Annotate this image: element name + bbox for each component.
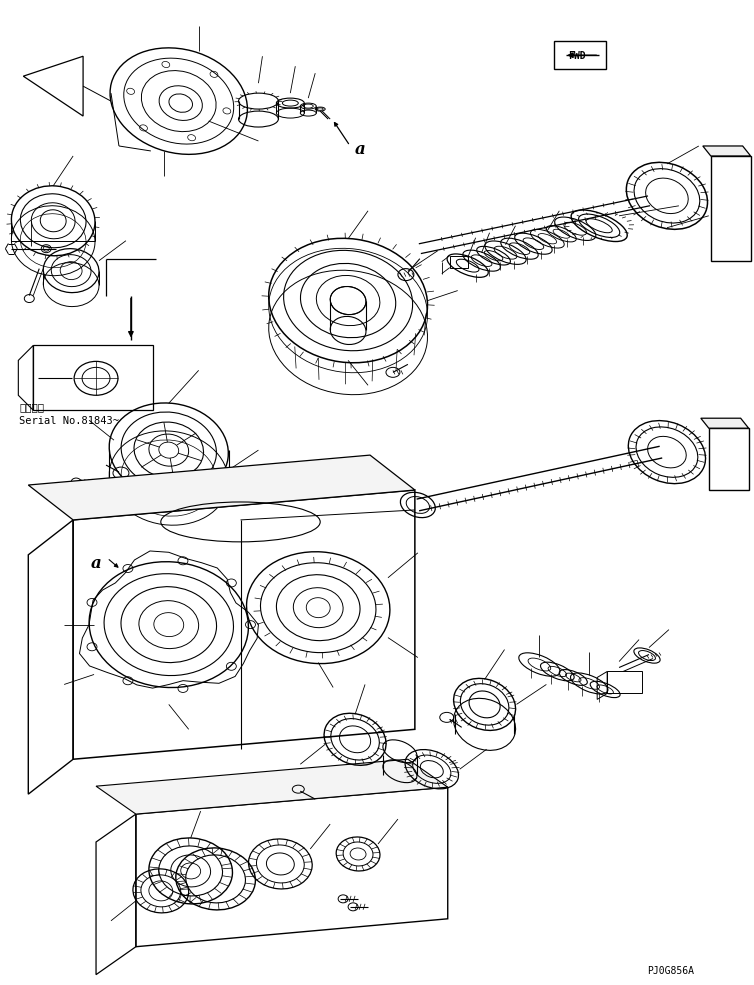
Text: a: a	[91, 555, 102, 572]
Text: FWD: FWD	[569, 51, 586, 61]
Text: 通用号機: 通用号機	[20, 402, 44, 413]
Polygon shape	[96, 759, 448, 814]
Text: Serial No.81843~: Serial No.81843~	[20, 417, 119, 427]
Bar	[607, 672, 642, 693]
Bar	[554, 41, 606, 69]
Polygon shape	[703, 146, 751, 156]
Text: a: a	[355, 141, 366, 158]
Bar	[33, 346, 153, 410]
Bar	[449, 256, 467, 268]
Polygon shape	[700, 419, 749, 428]
Polygon shape	[29, 455, 415, 520]
Text: PJ0G856A: PJ0G856A	[647, 965, 694, 976]
